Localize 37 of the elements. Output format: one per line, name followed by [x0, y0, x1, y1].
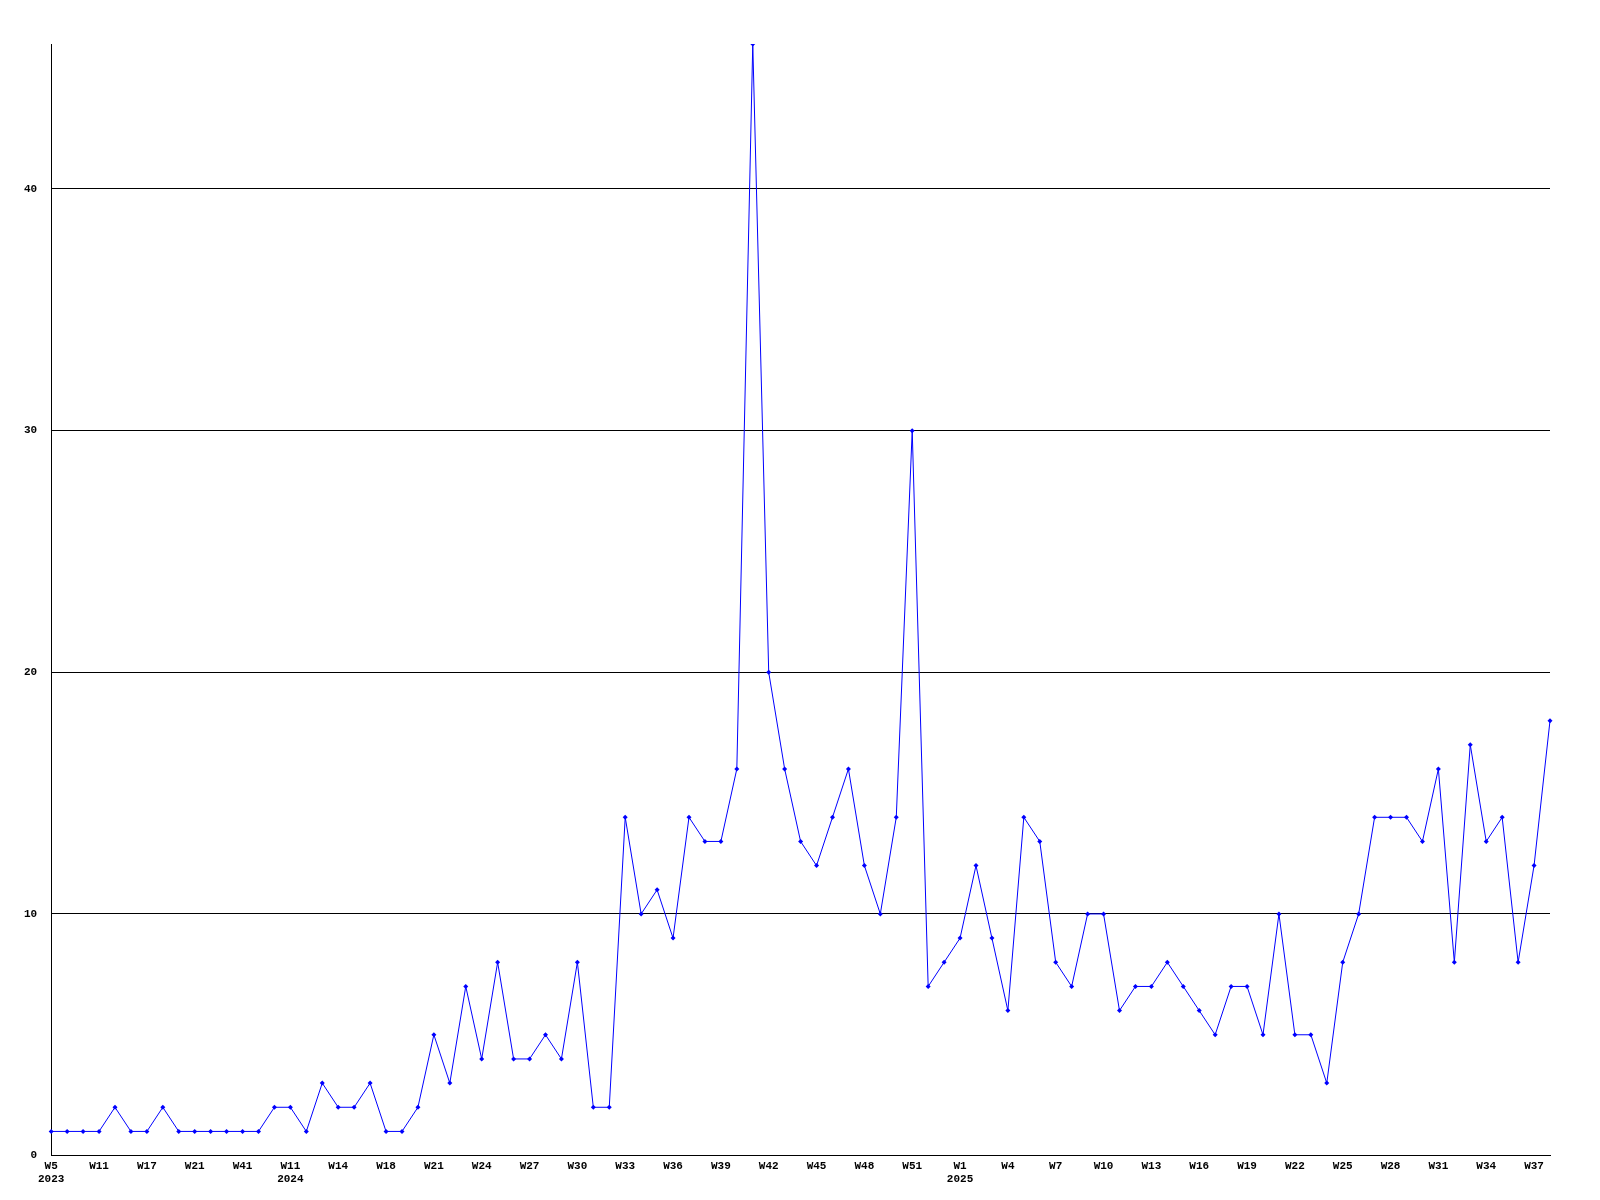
x-tick-label: W7 [1049, 1159, 1063, 1172]
x-tick-label: W30 [567, 1159, 588, 1172]
x-tick-label: W18 [376, 1159, 397, 1172]
x-tick-label: W33 [615, 1159, 636, 1172]
x-tick-label: W51 [902, 1159, 923, 1172]
x-tick-label: W31 [1428, 1159, 1449, 1172]
x-tick-label: W39 [710, 1159, 731, 1172]
x-tick-label: W19 [1237, 1159, 1257, 1172]
x-tick-label: W36 [663, 1159, 683, 1172]
x-tick-label: W11 2024 [277, 1159, 304, 1186]
x-tick-label: W13 [1141, 1159, 1162, 1172]
x-tick-label: W41 [232, 1159, 253, 1172]
x-tick-label: W27 [519, 1159, 540, 1172]
y-tick-label: 0 [30, 1149, 38, 1162]
x-tick-label: W28 [1380, 1159, 1401, 1172]
x-tick-label: W24 [471, 1159, 492, 1172]
x-tick-label: W42 [758, 1159, 779, 1172]
x-tick-label: W25 [1332, 1159, 1354, 1172]
x-tick-label: W34 [1476, 1159, 1497, 1172]
x-tick-label: W45 [806, 1159, 827, 1172]
x-tick-label: W11 [89, 1159, 110, 1172]
x-tick-label: W16 [1189, 1159, 1210, 1172]
x-tick-label: W48 [854, 1159, 875, 1172]
x-tick-label: W22 [1284, 1159, 1305, 1172]
x-tick-label: W21 [423, 1159, 445, 1172]
y-tick-label: 40 [24, 182, 38, 195]
y-tick-label: 10 [24, 907, 38, 920]
x-tick-label: W10 [1093, 1159, 1114, 1172]
x-tick-label: W1 2025 [946, 1159, 974, 1186]
x-tick-label: W5 2023 [38, 1159, 65, 1186]
y-tick-label: 20 [24, 666, 38, 679]
y-tick-label: 30 [24, 424, 38, 437]
x-tick-label: W17 [136, 1159, 157, 1172]
x-tick-label: W37 [1524, 1159, 1544, 1172]
x-tick-label: W21 [184, 1159, 205, 1172]
x-tick-label: W14 [328, 1159, 349, 1172]
x-tick-label: W4 [1001, 1159, 1015, 1172]
